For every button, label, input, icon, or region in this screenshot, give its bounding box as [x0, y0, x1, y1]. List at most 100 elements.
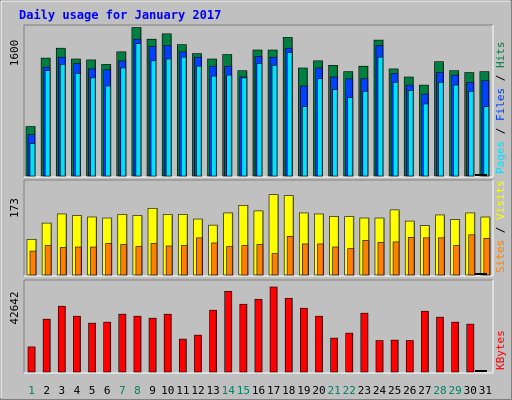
bar-sites-day-18-body [286, 236, 294, 276]
bar-kbytes-day-17 [269, 286, 278, 373]
x-tick-label-30: 30 [464, 384, 477, 397]
bar-kbytes-day-28-body [436, 316, 444, 373]
bar-pages-day-23 [362, 91, 369, 177]
x-tick-label-3: 3 [59, 384, 66, 397]
x-tick-label-16: 16 [252, 384, 265, 397]
bar-sites-day-12 [196, 237, 203, 276]
bar-kbytes-day-22 [345, 332, 354, 373]
bar-kbytes-day-23 [360, 312, 369, 373]
bar-pages-day-4-body [75, 73, 81, 177]
bar-kbytes-day-19-body [300, 307, 308, 373]
bar-pages-day-26 [407, 90, 414, 177]
bar-pages-day-2 [44, 70, 51, 177]
bar-sites-day-5-body [90, 246, 97, 276]
bar-sites-day-4-body [75, 246, 82, 276]
x-tick-label-26: 26 [403, 384, 416, 397]
bar-kbytes-day-24 [375, 340, 384, 373]
bar-sites-day-6 [105, 243, 113, 276]
panel-kbytes-max-label: 42642 [8, 291, 21, 324]
bar-kbytes-day-10-body [163, 313, 172, 373]
bar-sites-day-24 [377, 242, 385, 276]
bar-pages-day-20-body [317, 78, 323, 177]
bar-kbytes-day-25-body [390, 339, 399, 373]
x-tick-label-18: 18 [282, 384, 295, 397]
bar-kbytes-day-9-body [148, 317, 157, 373]
bar-kbytes-day-4-body [73, 315, 81, 373]
panel-hits-files-pages-legend: Pages / Files / Hits [494, 42, 507, 175]
bar-sites-day-11-body [180, 245, 188, 276]
bar-sites-day-22-body [347, 248, 355, 276]
bar-kbytes-day-5 [88, 322, 96, 373]
panel-visits-sites-max-label: 173 [8, 198, 21, 218]
bar-kbytes-day-5-body [88, 322, 96, 373]
bar-kbytes-day-6-body [103, 321, 112, 373]
x-tick-label-22: 22 [343, 384, 356, 397]
bar-pages-day-6 [105, 85, 112, 177]
legend-separator: / [494, 220, 507, 240]
bar-sites-day-9-body [150, 243, 158, 276]
legend-kbytes: KBytes [494, 330, 507, 370]
bar-pages-day-15-body [241, 77, 248, 177]
bar-pages-day-3 [59, 64, 66, 177]
bar-kbytes-day-25 [390, 339, 399, 373]
bar-sites-day-15 [241, 245, 249, 276]
bar-pages-day-8-body [135, 43, 142, 177]
x-tick-label-19: 19 [297, 384, 310, 397]
bar-sites-day-5 [90, 246, 97, 276]
bar-kbytes-day-30 [466, 323, 475, 373]
bar-kbytes-day-13 [209, 309, 217, 373]
bar-sites-day-7-body [120, 244, 128, 276]
bar-pages-day-1 [29, 143, 36, 177]
legend-visits: Visits [494, 180, 507, 220]
bar-sites-day-14-body [226, 246, 234, 276]
chart-title: Daily usage for January 2017 [19, 8, 221, 22]
bar-pages-day-22 [347, 97, 354, 177]
bar-kbytes-day-13-body [209, 309, 217, 373]
panel-visits-sites: 173 Sites / Visits [8, 179, 507, 277]
bar-sites-day-29 [453, 245, 461, 276]
bar-kbytes-day-1-body [27, 346, 36, 373]
bar-pages-day-20 [317, 78, 323, 177]
bar-kbytes-day-2 [42, 318, 51, 373]
bar-pages-day-9 [150, 60, 157, 177]
bar-pages-day-29-body [453, 84, 460, 177]
bar-sites-day-17-body [271, 253, 279, 276]
bar-sites-day-3 [59, 247, 67, 276]
bar-pages-day-27 [423, 103, 429, 177]
bar-sites-day-29-body [453, 245, 461, 276]
bar-kbytes-day-16-body [254, 298, 263, 373]
bar-kbytes-day-28 [436, 316, 444, 373]
bar-sites-day-17 [271, 253, 279, 276]
bar-sites-day-8 [135, 246, 143, 276]
bar-kbytes-day-18-body [284, 297, 293, 373]
bar-sites-day-19-body [302, 243, 309, 276]
bar-sites-day-16-body [256, 244, 264, 276]
bar-kbytes-day-6 [103, 321, 112, 373]
bar-sites-day-13 [211, 242, 218, 276]
bar-pages-day-4 [75, 73, 81, 177]
bar-kbytes-day-3-body [57, 305, 66, 373]
bar-sites-day-20-body [317, 243, 324, 276]
x-axis: 1 2 3 4 5 6 7 8 9 10 11 12 13 14 15 16 17 18 19 20 21 22 23 24 2… [28, 384, 492, 397]
bar-kbytes-day-22-body [345, 332, 354, 373]
bar-sites-day-8-body [135, 246, 143, 276]
bar-pages-day-12 [196, 65, 202, 177]
bar-kbytes-day-9 [148, 317, 157, 373]
bar-pages-day-25-body [392, 82, 399, 177]
legend-files: Files [494, 88, 507, 121]
bar-sites-day-21 [332, 246, 340, 276]
x-tick-label-31: 31 [479, 384, 492, 397]
bar-pages-day-15 [241, 77, 248, 177]
panel-hits-files-pages-bars [25, 27, 490, 177]
bar-pages-day-17 [271, 65, 278, 177]
x-tick-label-12: 12 [191, 384, 204, 397]
bar-kbytes-day-3 [57, 305, 66, 373]
bar-pages-day-14-body [226, 74, 233, 177]
bar-kbytes-day-15 [239, 303, 248, 373]
bar-kbytes-day-29 [451, 321, 460, 373]
x-tick-label-10: 10 [161, 384, 174, 397]
bar-kbytes-day-17-body [269, 286, 278, 373]
bar-pages-day-5-body [90, 77, 96, 177]
bar-pages-day-6-body [105, 85, 112, 177]
panel-kbytes-bars [27, 286, 475, 373]
